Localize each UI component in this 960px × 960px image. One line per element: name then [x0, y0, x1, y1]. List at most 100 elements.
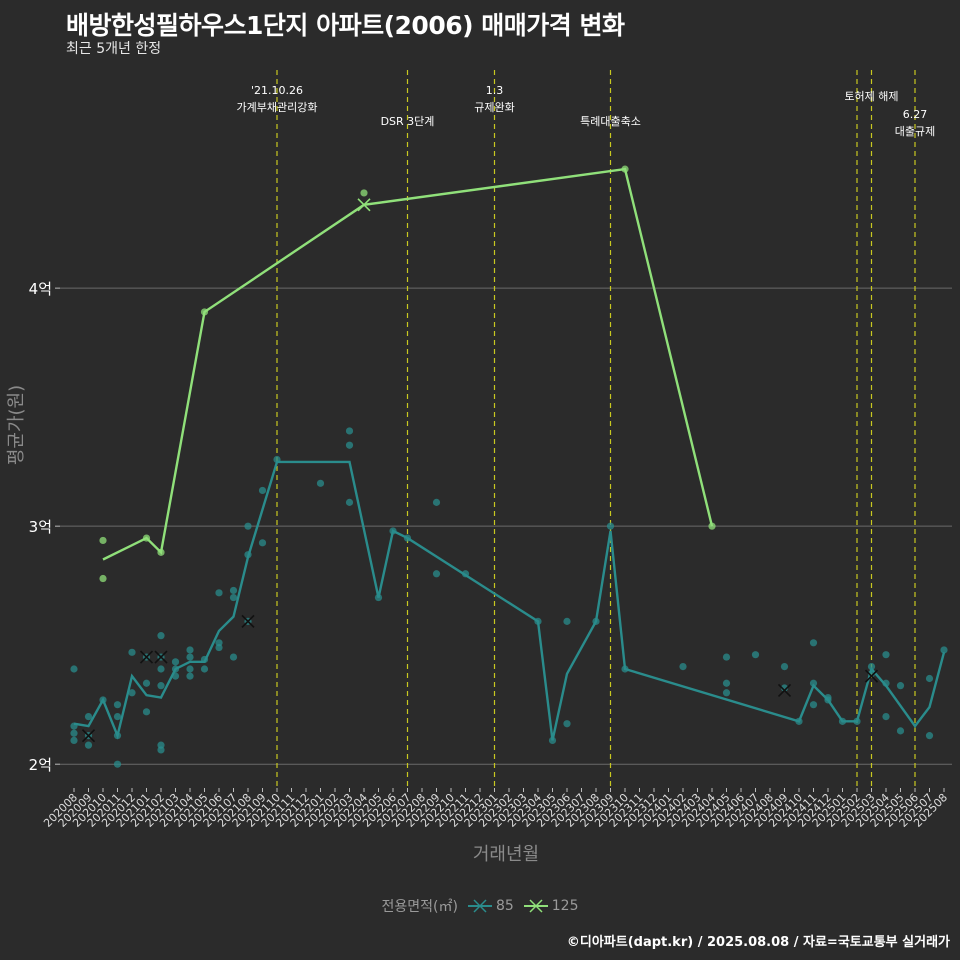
event-label: 규제완화: [474, 101, 514, 114]
data-point-85: [679, 663, 687, 671]
data-point-85: [403, 534, 412, 542]
legend-title: 전용면적(㎡): [381, 899, 458, 915]
data-point-85: [722, 689, 731, 697]
cancelled-marker-85: [241, 614, 255, 628]
cancelled-marker-85: [154, 650, 168, 664]
data-point-85: [215, 643, 223, 652]
data-point-125: [142, 534, 151, 542]
legend-item-125: 125: [523, 898, 579, 914]
x-axis-label: 거래년월: [473, 844, 539, 865]
data-point-85: [809, 701, 818, 709]
data-point-85: [389, 527, 397, 535]
source-caption: ©디아파트(dapt.kr) / 2025.08.08 / 자료=국토교통부 실…: [566, 935, 950, 950]
data-point-85: [751, 651, 760, 659]
legend-label-85: 85: [495, 898, 514, 914]
data-point-85: [345, 498, 354, 506]
data-point-85: [200, 665, 209, 673]
data-point-85: [128, 648, 136, 656]
data-point-85: [432, 498, 441, 506]
data-point-85: [621, 665, 629, 673]
data-point-85: [896, 727, 905, 735]
data-point-85: [795, 717, 803, 725]
legend-key-85-icon: [467, 899, 492, 913]
data-point-85: [940, 646, 948, 654]
data-point-85: [84, 741, 93, 749]
cancelled-marker-85: [139, 650, 154, 664]
legend-item-85: 85: [467, 898, 514, 914]
data-point-85: [896, 682, 905, 690]
data-point-85: [809, 639, 818, 647]
data-point-85: [592, 617, 600, 625]
event-label: DSR 3단계: [381, 115, 435, 128]
data-point-85: [113, 712, 122, 721]
data-point-85: [157, 746, 165, 754]
cancelled-marker-125: [357, 198, 371, 212]
event-label: 1.3: [486, 84, 504, 97]
data-point-85: [606, 522, 615, 530]
y-tick-label: 4억: [29, 280, 52, 298]
cancelled-marker-85: [777, 683, 792, 697]
data-point-85: [157, 632, 165, 640]
data-point-85: [722, 653, 731, 661]
chart-title: 배방한성필하우스1단지 아파트(2006) 매매가격 변화: [66, 11, 625, 40]
data-point-85: [186, 653, 194, 661]
chart-subtitle: 최근 5개년 한정: [66, 41, 162, 57]
data-point-85: [838, 717, 847, 725]
data-point-85: [186, 665, 194, 673]
data-point-85: [461, 570, 470, 578]
data-point-85: [867, 663, 876, 671]
data-point-85: [548, 736, 557, 744]
event-label: '21.10.26: [251, 84, 303, 97]
data-point-85: [345, 441, 354, 449]
event-label: 대출규제: [895, 125, 935, 138]
data-point-85: [824, 696, 832, 704]
y-axis-label: 평균가(원): [6, 385, 27, 465]
data-point-85: [200, 655, 209, 664]
data-point-85: [229, 653, 238, 661]
data-point-125: [99, 574, 107, 583]
legend-key-125-icon: [523, 899, 548, 913]
data-point-85: [99, 696, 107, 704]
series-line-85: [73, 460, 946, 741]
data-point-85: [316, 479, 325, 487]
data-point-85: [882, 712, 890, 721]
data-point-85: [229, 586, 238, 595]
data-point-85: [925, 674, 934, 683]
data-point-85: [171, 672, 180, 680]
data-point-85: [157, 665, 165, 673]
data-point-85: [84, 712, 93, 721]
data-point-85: [780, 663, 789, 671]
data-point-125: [708, 522, 716, 530]
data-point-85: [258, 539, 267, 547]
data-point-85: [925, 732, 934, 740]
data-point-85: [345, 427, 354, 435]
data-point-85: [171, 665, 180, 673]
legend-label-125: 125: [551, 898, 579, 914]
data-point-85: [70, 729, 78, 737]
data-point-85: [432, 570, 441, 578]
data-point-85: [809, 679, 818, 687]
data-point-85: [722, 679, 731, 687]
data-point-85: [70, 665, 78, 673]
data-point-85: [244, 522, 252, 530]
cancelled-marker-85: [81, 729, 96, 743]
legend: 전용면적(㎡) 85 125: [0, 896, 960, 916]
cancelled-marker-85: [864, 669, 879, 683]
data-point-85: [853, 717, 861, 725]
data-point-85: [142, 679, 151, 687]
data-point-85: [70, 722, 78, 730]
data-point-85: [882, 679, 890, 687]
data-point-125: [621, 165, 629, 173]
data-point-85: [534, 617, 542, 625]
data-point-125: [157, 548, 165, 556]
data-point-85: [171, 658, 180, 666]
event-label: 가계부채관리강화: [237, 101, 318, 114]
data-point-125: [200, 308, 209, 316]
data-point-85: [258, 486, 267, 495]
data-point-125: [99, 536, 107, 545]
data-point-85: [113, 732, 122, 740]
data-point-85: [374, 593, 383, 602]
data-point-85: [867, 670, 876, 678]
data-point-85: [186, 672, 194, 680]
event-label: 6.27: [903, 108, 928, 121]
